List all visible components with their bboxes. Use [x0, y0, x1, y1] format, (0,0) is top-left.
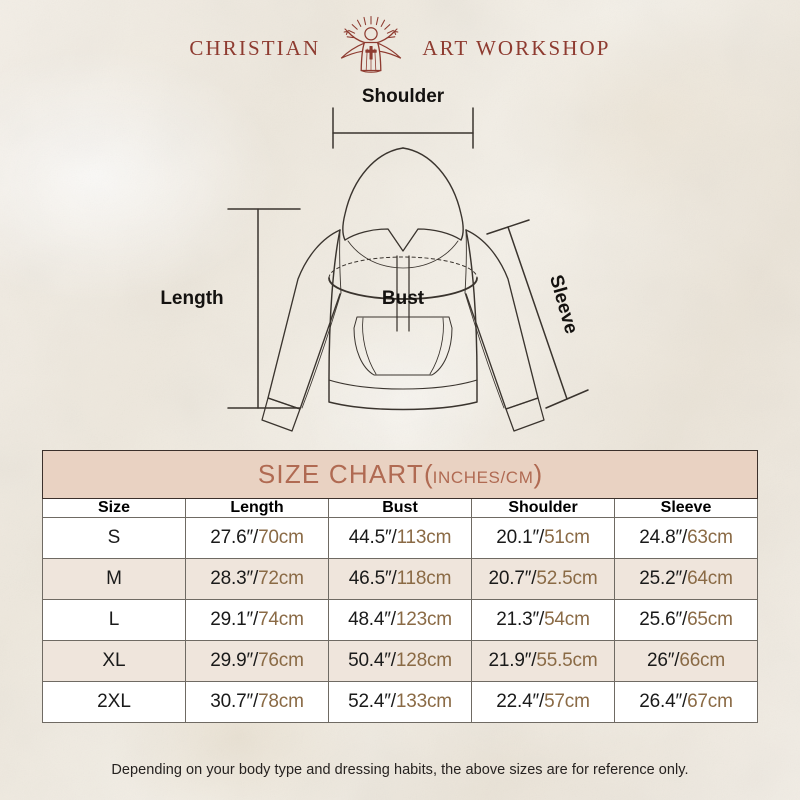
cell-size: L: [42, 599, 186, 641]
pocket-outline: [353, 316, 453, 376]
table-row: M 28.3″/72cm 46.5″/118cm 20.7″/52.5cm 25…: [42, 558, 758, 600]
cell-sleeve: 24.8″/63cm: [614, 517, 758, 559]
brand-header: CHRISTIAN: [0, 14, 800, 82]
right-sleeve-outline: [465, 229, 539, 410]
cell-shoulder: 22.4″/57cm: [471, 681, 615, 723]
cell-size: M: [42, 558, 186, 600]
size-chart-table: SIZE CHART(INCHES/CM) Size Length Bust S…: [42, 450, 758, 723]
cell-shoulder: 20.1″/51cm: [471, 517, 615, 559]
size-chart-title-units: INCHES/CM: [432, 468, 534, 487]
pocket-opening-right: [429, 317, 444, 375]
brand-name-right: ART WORKSHOP: [422, 35, 611, 60]
length-label: Length: [160, 288, 223, 309]
hood-fold-left: [387, 228, 404, 252]
cell-shoulder: 20.7″/52.5cm: [471, 558, 615, 600]
bust-label: Bust: [382, 288, 425, 309]
right-armhole: [464, 229, 467, 294]
hoodie-measurement-diagram: Shoulder Bust Length Sleeve: [160, 86, 589, 432]
cell-shoulder: 21.9″/55.5cm: [471, 640, 615, 682]
table-row: 2XL 30.7″/78cm 52.4″/133cm 22.4″/57cm 26…: [42, 681, 758, 723]
hood-neckline: [347, 240, 459, 269]
title-open-paren: (: [423, 459, 433, 489]
hood-fold-right: [402, 228, 419, 252]
table-row: L 29.1″/74cm 48.4″/123cm 21.3″/54cm 25.6…: [42, 599, 758, 641]
cell-sleeve: 26.4″/67cm: [614, 681, 758, 723]
hem-band: [328, 379, 478, 390]
hood-opening: [344, 228, 462, 252]
shoulder-dimension-line: [332, 107, 474, 149]
cell-length: 28.3″/72cm: [185, 558, 329, 600]
cell-length: 27.6″/70cm: [185, 517, 329, 559]
cell-sleeve: 25.6″/65cm: [614, 599, 758, 641]
brand-name-left: CHRISTIAN: [189, 35, 321, 60]
hood-left-outline: [342, 147, 404, 241]
size-chart-title-main: SIZE CHART: [257, 459, 424, 489]
pocket-opening-left: [362, 317, 377, 375]
shoulder-label: Shoulder: [362, 86, 445, 107]
column-header-bust: Bust: [328, 498, 472, 518]
sleeve-label: Sleeve: [545, 273, 582, 337]
left-cuff: [261, 397, 301, 432]
column-header-size: Size: [42, 498, 186, 518]
cell-bust: 50.4″/128cm: [328, 640, 472, 682]
right-sleeve-seam: [464, 292, 505, 409]
cell-bust: 44.5″/113cm: [328, 517, 472, 559]
cell-bust: 48.4″/123cm: [328, 599, 472, 641]
size-chart-title: SIZE CHART(INCHES/CM): [42, 450, 758, 499]
left-sleeve-seam: [301, 292, 342, 409]
cell-sleeve: 25.2″/64cm: [614, 558, 758, 600]
table-row: S 27.6″/70cm 44.5″/113cm 20.1″/51cm 24.8…: [42, 517, 758, 559]
cell-bust: 52.4″/133cm: [328, 681, 472, 723]
cell-size: S: [42, 517, 186, 559]
column-header-sleeve: Sleeve: [614, 498, 758, 518]
cell-length: 30.7″/78cm: [185, 681, 329, 723]
length-dimension-line: [227, 208, 301, 409]
left-sleeve-outline: [267, 229, 341, 410]
cell-size: XL: [42, 640, 186, 682]
cell-length: 29.1″/74cm: [185, 599, 329, 641]
column-header-length: Length: [185, 498, 329, 518]
column-header-shoulder: Shoulder: [471, 498, 615, 518]
cell-shoulder: 21.3″/54cm: [471, 599, 615, 641]
title-close-paren: ): [533, 459, 543, 489]
sleeve-dimension-line: [486, 219, 589, 409]
torso-outline: [328, 229, 478, 411]
size-disclaimer-note: Depending on your body type and dressing…: [111, 762, 689, 778]
cell-size: 2XL: [42, 681, 186, 723]
bust-ellipse-back: [328, 256, 478, 279]
table-row: XL 29.9″/76cm 50.4″/128cm 21.9″/55.5cm 2…: [42, 640, 758, 682]
cell-sleeve: 26″/66cm: [614, 640, 758, 682]
cell-bust: 46.5″/118cm: [328, 558, 472, 600]
right-cuff: [505, 397, 545, 432]
left-armhole: [339, 229, 342, 294]
hood-right-outline: [402, 147, 464, 241]
bust-ellipse-front: [328, 277, 478, 300]
cell-length: 29.9″/76cm: [185, 640, 329, 682]
risen-christ-with-cross-icon: [341, 15, 402, 73]
